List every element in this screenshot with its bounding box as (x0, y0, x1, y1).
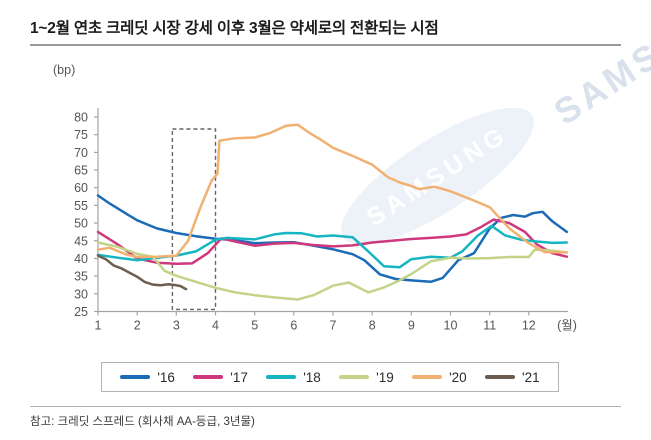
y-tick-label: 60 (74, 181, 88, 195)
x-tick-label: 8 (369, 319, 376, 333)
y-tick-label: 35 (74, 270, 88, 284)
y-tick-label: 65 (74, 164, 88, 178)
x-tick-label: 6 (290, 319, 297, 333)
highlight-box (171, 128, 217, 311)
footnote: 참고: 크레딧 스프레드 (회사채 AA-등급, 3년물) (30, 416, 255, 428)
y-tick-label: 75 (74, 128, 88, 142)
legend-label: '18 (303, 369, 321, 385)
legend-label: '16 (157, 369, 175, 385)
legend-swatch (339, 375, 370, 379)
legend-item-21: '21 (485, 370, 540, 385)
series-line-16 (96, 194, 569, 284)
y-tick-label: 80 (74, 111, 88, 125)
series-line-18 (96, 224, 569, 269)
legend-swatch (266, 375, 297, 379)
legend-item-18: '18 (266, 370, 321, 385)
x-tick-label: 2 (134, 319, 141, 333)
y-tick-label: 40 (74, 252, 88, 266)
x-tick-label: 3 (173, 319, 180, 333)
legend-item-17: '17 (193, 370, 248, 385)
y-tick-label: 30 (74, 287, 88, 301)
x-tick-label: 9 (408, 319, 415, 333)
legend-label: '17 (230, 369, 248, 385)
legend-item-20: '20 (412, 370, 467, 385)
legend-item-19: '19 (339, 370, 394, 385)
y-tick-label: 70 (74, 146, 88, 160)
x-tick-label: 12 (522, 319, 536, 333)
legend-swatch (120, 375, 151, 379)
footer-divider (30, 406, 621, 407)
x-axis-unit-label: (월) (557, 319, 577, 333)
x-tick-label: 1 (95, 319, 102, 333)
legend-label: '21 (522, 369, 540, 385)
legend-item-16: '16 (120, 370, 175, 385)
legend: '16 '17 '18 '19 '20 '21 (101, 362, 559, 392)
title-divider (30, 44, 621, 46)
legend-swatch (193, 375, 224, 379)
y-tick-label: 25 (74, 305, 88, 319)
y-tick-label: 55 (74, 199, 88, 213)
y-tick-label: 45 (74, 234, 88, 248)
x-tick-label: 10 (444, 319, 458, 333)
legend-label: '19 (376, 369, 394, 385)
legend-swatch (485, 375, 516, 379)
x-tick-label: 11 (483, 319, 496, 333)
legend-swatch (412, 375, 443, 379)
x-tick-label: 5 (251, 319, 258, 333)
y-tick-label: 50 (74, 217, 88, 231)
x-tick-label: 4 (212, 319, 219, 333)
series-line-20 (96, 123, 569, 259)
x-tick-label: 7 (330, 319, 337, 333)
series-line-19 (96, 241, 569, 301)
y-axis-unit-label: (bp) (53, 63, 76, 77)
series-line-21 (96, 254, 188, 291)
legend-label: '20 (449, 369, 467, 385)
page-title: 1~2월 연초 크레딧 시장 강세 이후 3월은 약세로의 전환되는 시점 (30, 20, 439, 37)
